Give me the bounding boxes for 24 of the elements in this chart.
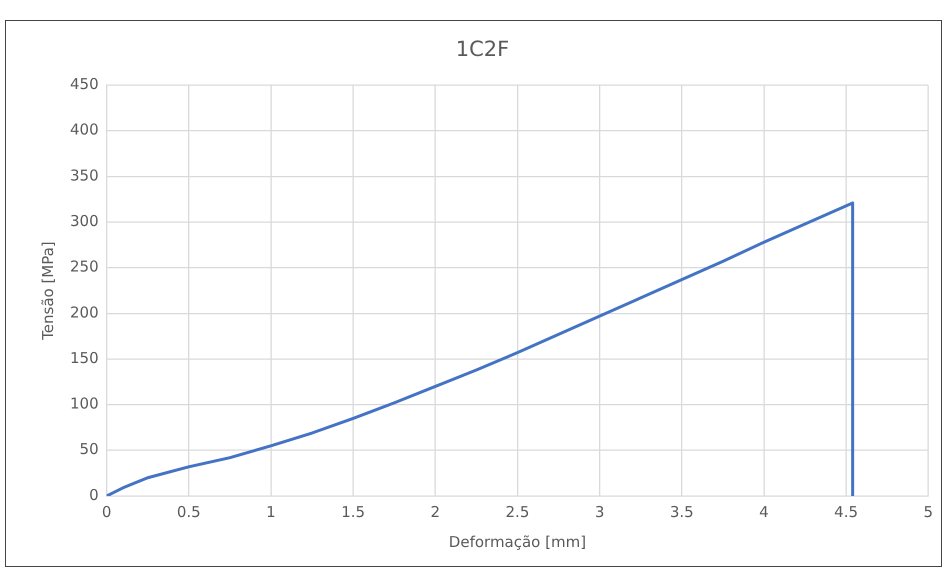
x-tick-label: 0 xyxy=(102,502,112,521)
x-tick-label: 3.5 xyxy=(670,502,694,521)
y-axis-title: Tensão [MPa] xyxy=(38,241,57,341)
y-tick-label: 0 xyxy=(89,486,99,504)
x-tick-label: 2 xyxy=(430,502,440,521)
chart-title: 1C2F xyxy=(456,37,510,62)
y-tick-label: 200 xyxy=(70,303,99,322)
y-tick-label: 100 xyxy=(70,394,99,413)
y-tick-label: 450 xyxy=(70,75,99,94)
y-tick-label: 150 xyxy=(70,348,99,367)
x-tick-label: 5 xyxy=(923,502,933,521)
y-tick-label: 250 xyxy=(70,258,99,276)
x-tick-label: 1.5 xyxy=(341,502,366,521)
y-tick-label: 300 xyxy=(70,212,99,230)
y-tick-label: 400 xyxy=(70,120,99,139)
x-axis-title: Deformação [mm] xyxy=(448,532,586,551)
x-tick-label: 4.5 xyxy=(834,502,858,521)
x-tick-label: 0.5 xyxy=(176,502,201,521)
x-tick-label: 1 xyxy=(266,502,276,521)
x-tick-label: 4 xyxy=(759,502,769,521)
x-tick-label: 3 xyxy=(594,502,604,521)
y-tick-label: 350 xyxy=(70,166,99,184)
x-tick-label: 2.5 xyxy=(506,502,530,521)
y-tick-label: 50 xyxy=(80,440,99,458)
